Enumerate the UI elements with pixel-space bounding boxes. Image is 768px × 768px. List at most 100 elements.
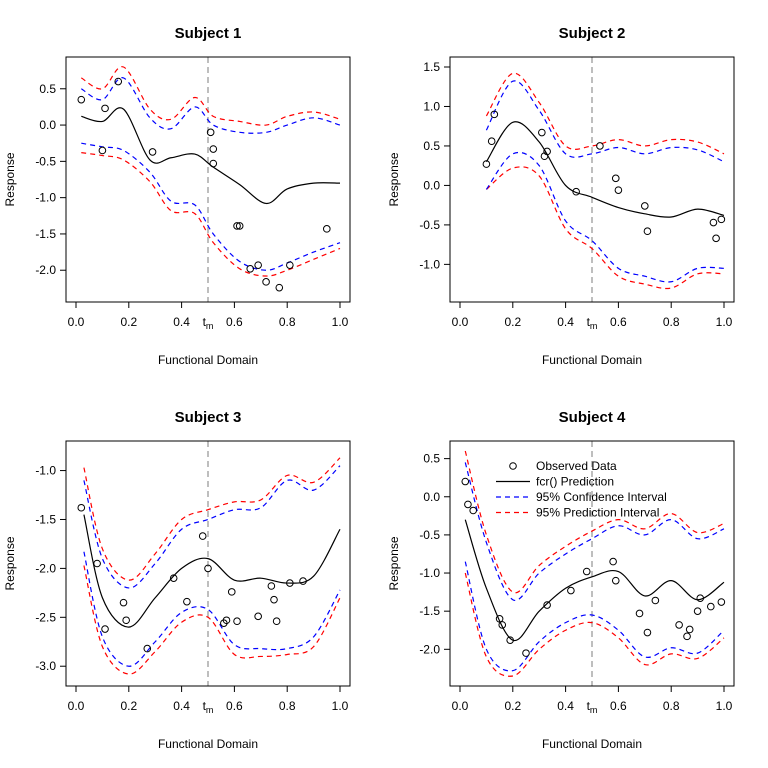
observed-data-point: [712, 234, 720, 243]
fcr-prediction-line: [83, 514, 341, 628]
x-tick-label: 0.6: [610, 315, 627, 329]
observed-data-point: [717, 215, 726, 224]
y-tick-label: -2.5: [35, 610, 56, 624]
observed-data-point: [323, 225, 331, 233]
observed-data-point: [275, 283, 284, 292]
confidence-interval-lower: [464, 561, 725, 672]
y-tick-label: -0.5: [35, 154, 56, 168]
observed-data-point: [246, 264, 255, 273]
y-tick-label: -2.0: [419, 642, 440, 656]
observed-data-point: [543, 601, 551, 609]
y-tick-label: -1.5: [35, 227, 56, 241]
tm-label-subscript: m: [206, 705, 214, 715]
x-tick-label: 0.0: [452, 699, 469, 713]
tm-label-t: t: [587, 315, 591, 329]
tm-label-t: t: [203, 315, 207, 329]
prediction-interval-upper: [83, 457, 341, 581]
x-tick-label: 0.2: [120, 315, 137, 329]
observed-data-point: [101, 625, 109, 633]
y-tick-label: 0.0: [423, 490, 440, 504]
observed-data-point: [469, 506, 478, 515]
observed-data-point: [114, 77, 123, 86]
observed-data-point: [204, 564, 212, 573]
subject-panel-2: Subject 2 0.0 0.2 0.4 0.6 0.8 1.0 tm 1.5 1.0 0.5 0.…: [387, 25, 735, 367]
observed-data-point: [222, 616, 231, 625]
observed-data-point: [538, 128, 546, 137]
y-tick-label: 0.0: [423, 178, 440, 192]
observed-data-point: [77, 95, 86, 104]
observed-data-point: [461, 477, 470, 486]
tm-label: tm: [587, 315, 598, 331]
observed-data-point: [709, 218, 718, 227]
x-tick-label: 1.0: [716, 315, 733, 329]
observed-data-point: [254, 261, 262, 269]
x-axis-label: Functional Domain: [542, 737, 642, 751]
observed-data-point: [651, 596, 660, 605]
confidence-interval-lower: [83, 551, 341, 667]
observed-data-point: [299, 577, 307, 585]
tm-label: tm: [203, 699, 214, 715]
observed-data-point: [482, 160, 491, 168]
fcr-prediction-line: [81, 107, 341, 205]
observed-data-point: [254, 612, 262, 621]
observed-data-point: [498, 621, 507, 629]
x-tick-label: 0.0: [68, 315, 85, 329]
y-tick-label: 0.5: [39, 82, 56, 96]
x-tick-label: 0.4: [173, 699, 190, 713]
tm-label: tm: [203, 315, 214, 331]
x-tick-label: 0.2: [120, 699, 137, 713]
y-tick-label: -0.5: [419, 218, 440, 232]
tm-label-subscript: m: [206, 321, 214, 331]
y-tick-label: 0.0: [39, 118, 56, 132]
observed-data-point: [464, 500, 472, 509]
observed-data-point: [614, 186, 623, 194]
y-axis-label: Response: [3, 536, 17, 590]
x-tick-label: 0.8: [663, 315, 680, 329]
observed-data-point: [495, 614, 504, 623]
observed-data-point: [119, 598, 128, 607]
y-tick-label: -2.0: [35, 263, 56, 277]
x-tick-label: 0.8: [279, 315, 296, 329]
prediction-interval-upper: [464, 450, 725, 594]
observed-data-point: [522, 649, 530, 657]
observed-data-point: [685, 625, 694, 634]
confidence-interval-upper: [80, 77, 341, 134]
observed-data-point: [235, 222, 244, 230]
observed-data-point: [209, 145, 218, 153]
x-tick-label: 0.0: [452, 315, 469, 329]
y-tick-label: -1.0: [35, 191, 56, 205]
y-tick-label: -1.0: [419, 566, 440, 580]
prediction-interval-lower: [464, 572, 725, 677]
observed-data-point: [101, 104, 109, 113]
y-tick-label: -1.0: [419, 257, 440, 271]
x-tick-label: 1.0: [332, 315, 349, 329]
y-axis-label: Response: [387, 536, 401, 590]
y-tick-label: -0.5: [419, 528, 440, 542]
x-tick-label: 0.6: [226, 315, 243, 329]
observed-data-point: [143, 644, 152, 653]
observed-data-point: [286, 579, 294, 587]
y-axis-label: Response: [387, 152, 401, 206]
observed-data-point: [609, 557, 617, 566]
x-tick-label: 0.2: [504, 699, 521, 713]
legend-label: 95% Prediction Interval: [536, 506, 659, 520]
confidence-interval-upper: [485, 80, 725, 163]
observed-data-point: [233, 617, 241, 626]
tm-label-t: t: [587, 699, 591, 713]
panel-title: Subject 3: [175, 409, 242, 426]
x-tick-label: 0.0: [68, 699, 85, 713]
y-tick-label: 0.5: [423, 139, 440, 153]
legend-label: Observed Data: [536, 459, 617, 473]
subject-panel-1: Subject 1 0.0 0.2 0.4 0.6 0.8 1.0 tm 0.5 0.0 -0.5 -…: [3, 25, 351, 367]
x-tick-label: 0.2: [504, 315, 521, 329]
x-tick-label: 0.6: [610, 699, 627, 713]
confidence-interval-upper: [83, 465, 341, 589]
observed-data-point: [611, 174, 620, 183]
tm-label: tm: [587, 699, 598, 715]
observed-data-point: [227, 588, 236, 596]
y-tick-label: 0.5: [423, 452, 440, 466]
prediction-interval-upper: [485, 72, 725, 155]
subject-panel-4: Subject 4 0.0 0.2 0.4 0.6 0.8 1.0 tm 0.5 0.0 -0.5 -…: [387, 409, 735, 751]
x-axis-label: Functional Domain: [158, 737, 258, 751]
